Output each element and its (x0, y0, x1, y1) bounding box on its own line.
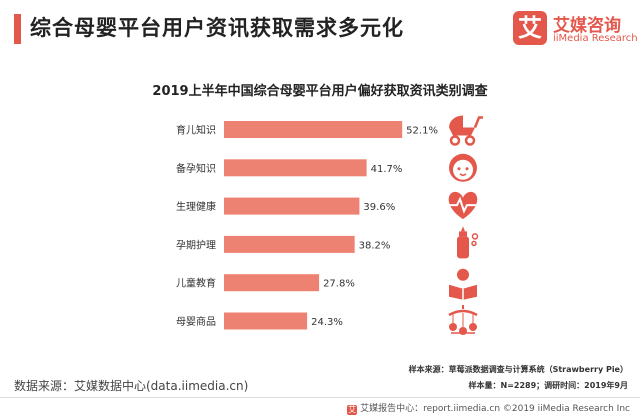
data-source: 数据来源：艾媒数据中心(data.iimedia.cn) (14, 379, 249, 393)
value-label: 27.8% (323, 279, 355, 290)
category-label: 生理健康 (176, 200, 216, 213)
footer-text: 艾媒报告中心：report.iimedia.cn ©2019 iiMedia R… (360, 404, 630, 414)
bar (224, 235, 355, 253)
baby-bottle-icon (457, 226, 479, 259)
bar (224, 312, 308, 330)
category-label: 儿童教育 (176, 277, 216, 290)
value-label: 24.3% (311, 317, 343, 328)
title-accent-bar (14, 14, 21, 44)
category-label: 母婴商品 (176, 315, 216, 328)
logo-text-cn: 艾媒咨询 (553, 16, 621, 36)
bar (224, 197, 360, 215)
category-label: 备孕知识 (176, 162, 216, 175)
sample-source-note: 样本来源：草莓派数据调查与计算系统（Strawberry Pie） (408, 365, 628, 374)
child-reading-icon (449, 268, 477, 300)
chart-title: 2019上半年中国综合母婴平台用户偏好获取资讯类别调查 (152, 84, 488, 99)
logo-mark: 艾 (513, 11, 547, 45)
bar (224, 274, 320, 292)
footer-divider (0, 397, 640, 398)
stroller-icon (449, 115, 483, 146)
footer: 艾艾媒报告中心：report.iimedia.cn ©2019 iiMedia … (347, 401, 630, 415)
category-label: 育儿知识 (176, 124, 216, 137)
heartbeat-icon (448, 191, 478, 220)
page-title: 综合母婴平台用户资讯获取需求多元化 (30, 16, 404, 40)
baby-face-icon (449, 153, 477, 182)
bar (224, 159, 367, 177)
sample-size-note: 样本量：N=2289；调研时间：2019年9月 (468, 381, 629, 390)
footer-logo-mark: 艾 (347, 405, 358, 415)
brand-logo: 艾 艾媒咨询 iiMedia Research (513, 9, 638, 49)
value-label: 38.2% (359, 240, 391, 251)
logo-text-en: iiMedia Research (553, 33, 638, 44)
value-label: 41.7% (371, 164, 403, 175)
category-label: 孕期护理 (176, 238, 216, 251)
value-label: 39.6% (363, 202, 395, 213)
bar (224, 121, 403, 138)
baby-mobile-icon (448, 305, 478, 335)
value-label: 52.1% (406, 126, 438, 137)
